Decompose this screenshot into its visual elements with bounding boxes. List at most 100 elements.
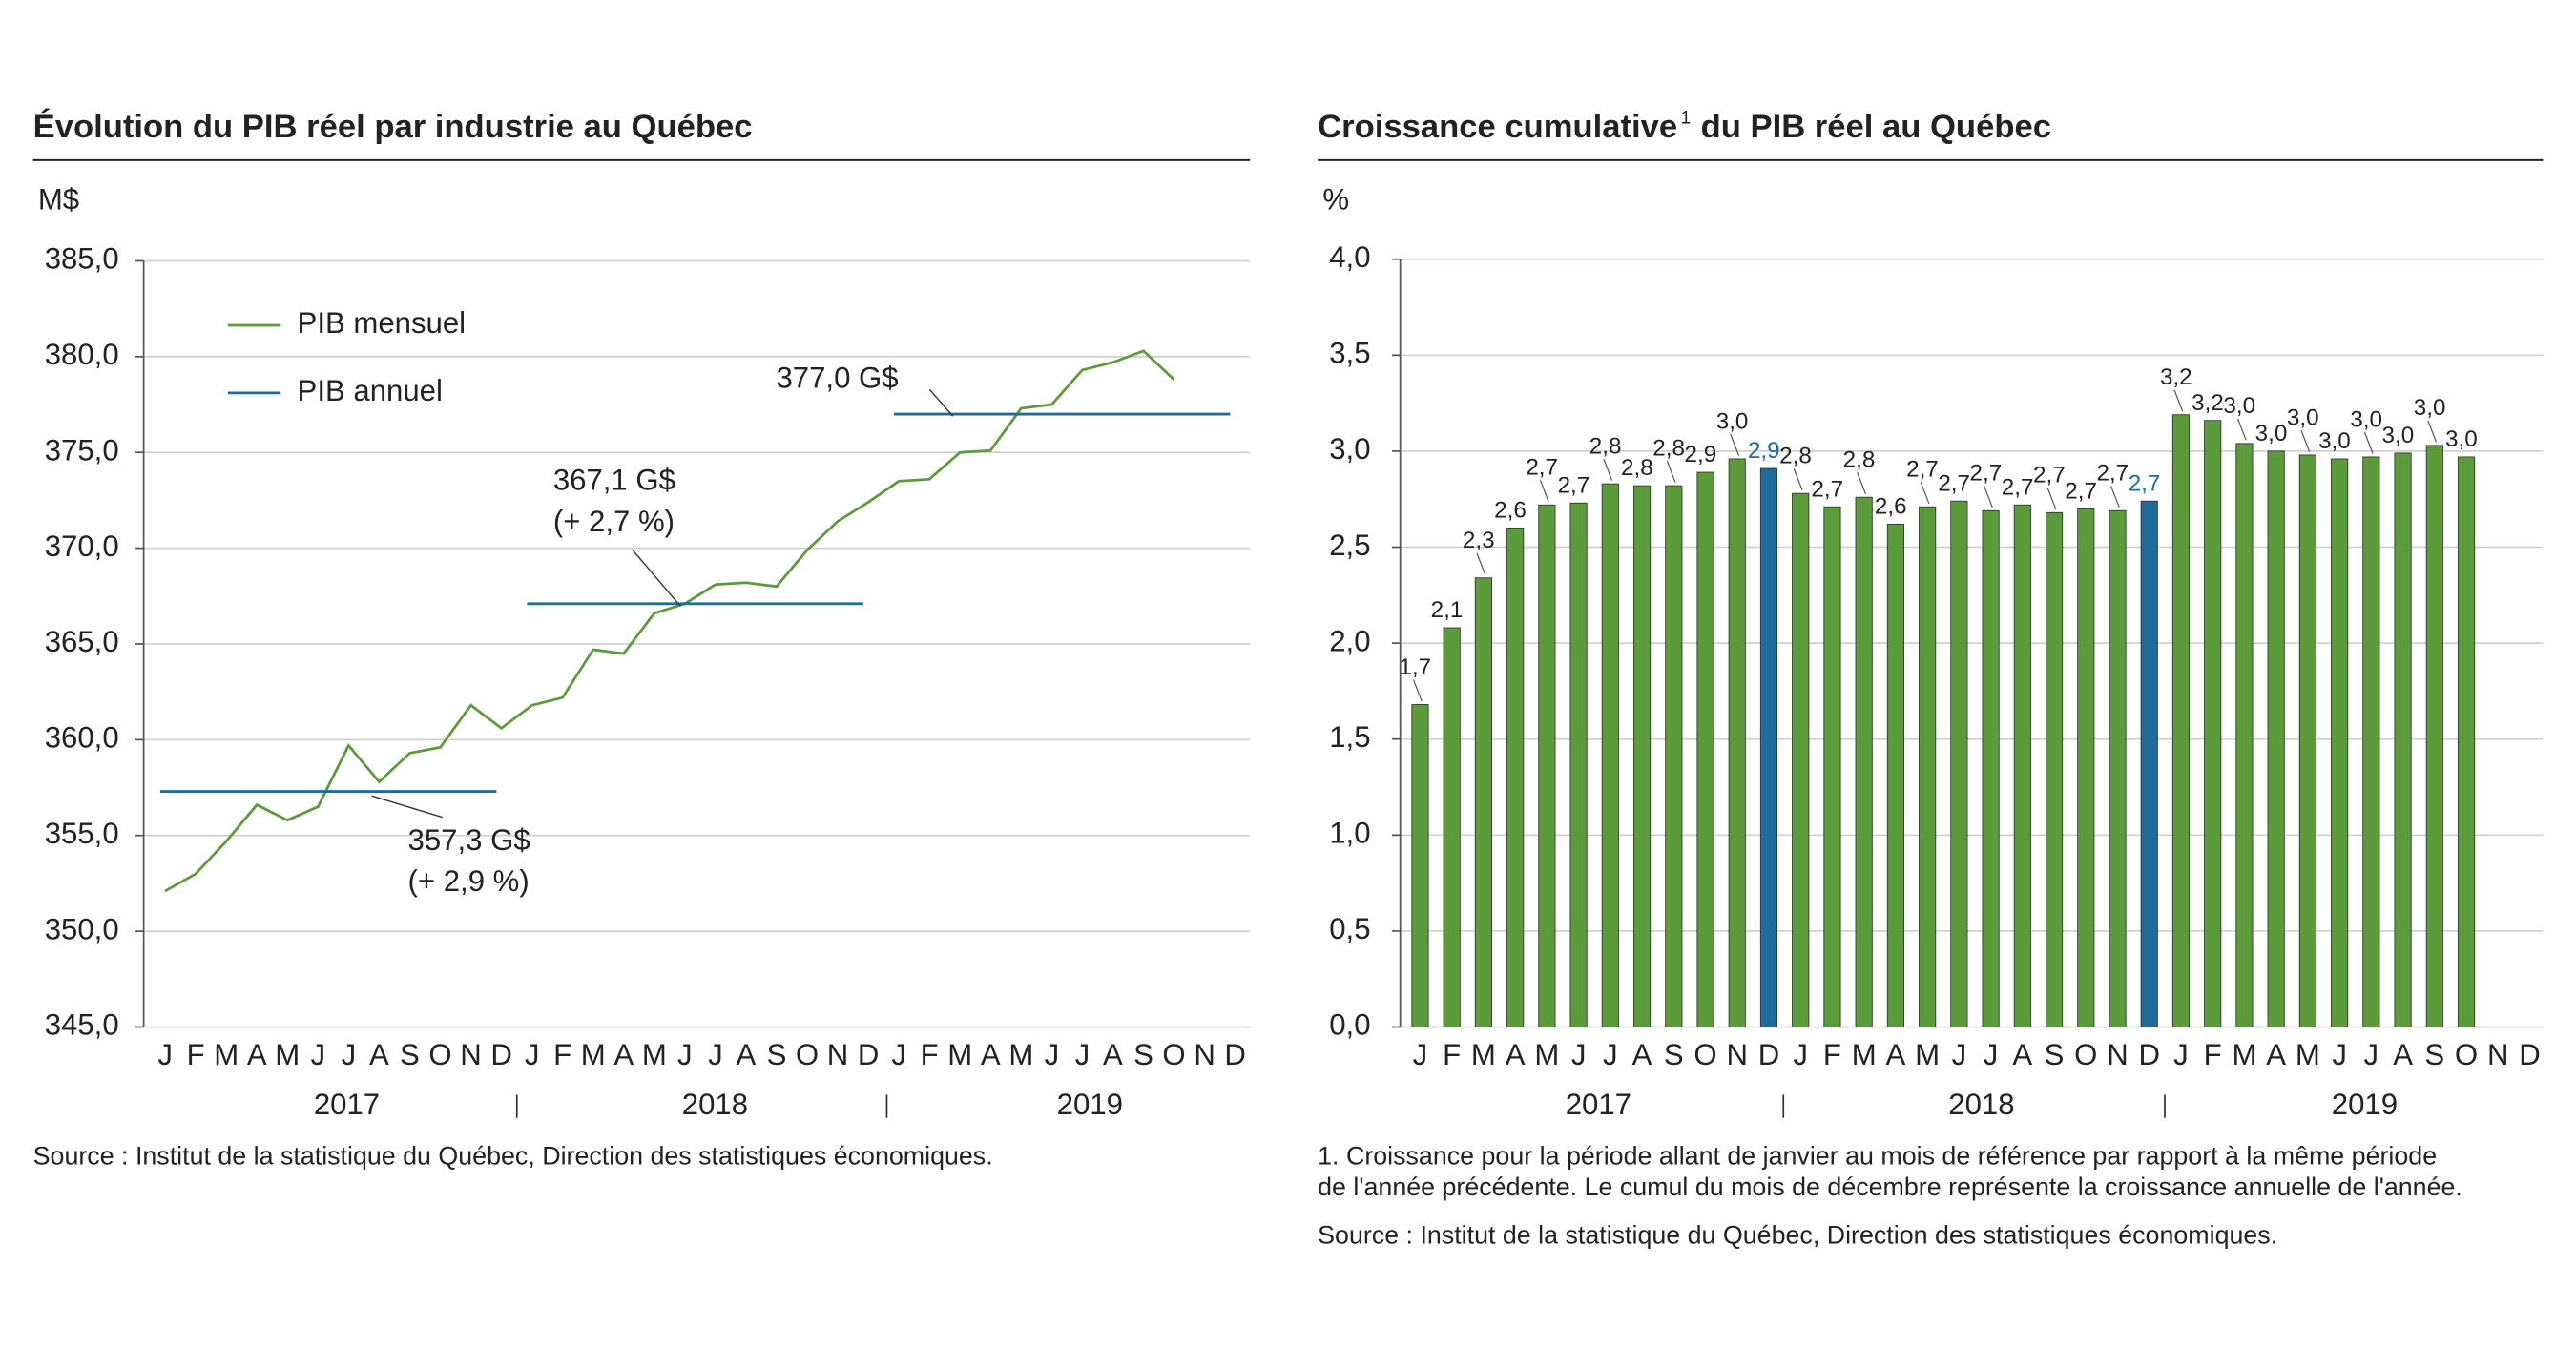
x-tick-label: A bbox=[613, 1038, 634, 1071]
x-tick-label: J bbox=[342, 1038, 357, 1071]
label-leader bbox=[1857, 472, 1866, 494]
x-tick-label: J bbox=[2332, 1038, 2347, 1071]
y-tick-label: 2,0 bbox=[1329, 624, 1370, 657]
label-leader bbox=[1984, 486, 1993, 508]
bar bbox=[2425, 445, 2443, 1027]
value-label: 2,7 bbox=[1970, 461, 2003, 487]
x-tick-label: M bbox=[1008, 1038, 1033, 1071]
x-tick-label: F bbox=[187, 1038, 205, 1071]
x-tick-label: J bbox=[1952, 1038, 1967, 1071]
label-leader bbox=[2046, 488, 2057, 510]
bar bbox=[1665, 485, 1683, 1027]
x-tick-label: F bbox=[921, 1038, 939, 1071]
y-tick-label: 3,0 bbox=[1329, 432, 1370, 466]
x-tick-label: D bbox=[490, 1038, 512, 1071]
year-label: 2017 bbox=[314, 1088, 380, 1121]
x-tick-label: A bbox=[2393, 1038, 2413, 1071]
year-label: 2019 bbox=[1057, 1088, 1123, 1121]
x-tick-label: A bbox=[247, 1038, 267, 1071]
x-tick-label: J bbox=[311, 1038, 326, 1071]
label-leader bbox=[2236, 418, 2247, 441]
year-label: 2017 bbox=[1566, 1088, 1631, 1121]
value-label: 2,9 bbox=[1684, 442, 1716, 467]
x-tick-label: S bbox=[1664, 1038, 1684, 1071]
label-leader bbox=[2363, 431, 2374, 454]
x-tick-label: F bbox=[1823, 1038, 1841, 1071]
y-tick-label: 1,5 bbox=[1329, 720, 1370, 754]
x-tick-label: A bbox=[2266, 1038, 2286, 1071]
legend-label: PIB annuel bbox=[298, 374, 443, 407]
bar bbox=[2045, 511, 2064, 1027]
x-tick-label: S bbox=[400, 1038, 420, 1071]
x-tick-label: J bbox=[1571, 1038, 1587, 1071]
x-tick-label: M bbox=[1471, 1038, 1496, 1071]
value-label: 2,8 bbox=[1589, 433, 1622, 459]
bar bbox=[2171, 414, 2191, 1027]
x-tick-label: N bbox=[1727, 1038, 1749, 1071]
y-tick-label: 365,0 bbox=[45, 625, 119, 658]
bar bbox=[2235, 443, 2254, 1027]
value-label: 3,0 bbox=[2382, 423, 2415, 448]
value-label: 2,8 bbox=[1779, 444, 1812, 469]
title-note: 1 bbox=[1681, 109, 1692, 129]
y-tick-label: 385,0 bbox=[45, 242, 119, 276]
label-leader bbox=[1730, 433, 1740, 456]
label-leader bbox=[2427, 420, 2438, 443]
x-tick-label: O bbox=[2455, 1038, 2478, 1071]
x-tick-label: A bbox=[737, 1038, 757, 1071]
x-tick-label: O bbox=[2074, 1038, 2097, 1071]
y-tick-label: 375,0 bbox=[45, 433, 119, 467]
label-leader bbox=[1793, 468, 1803, 490]
x-tick-label: O bbox=[1162, 1038, 1185, 1071]
x-tick-label: N bbox=[2487, 1038, 2509, 1071]
x-tick-label: J bbox=[157, 1038, 173, 1071]
x-tick-label: D bbox=[1758, 1038, 1780, 1071]
value-label: 3,0 bbox=[2318, 428, 2351, 454]
x-tick-label: J bbox=[677, 1038, 693, 1071]
y-tick-label: 1,0 bbox=[1329, 817, 1370, 850]
y-tick-label: 4,0 bbox=[1329, 240, 1370, 274]
bar bbox=[1696, 471, 1714, 1027]
annotation: 357,3 G$ bbox=[408, 823, 530, 857]
x-tick-label: D bbox=[858, 1038, 880, 1071]
x-tick-label: A bbox=[1886, 1038, 1906, 1071]
value-label: 3,0 bbox=[2223, 393, 2255, 419]
x-tick-label: D bbox=[2519, 1038, 2541, 1071]
bar bbox=[2298, 454, 2316, 1027]
annotation: 377,0 G$ bbox=[776, 361, 898, 394]
bar bbox=[1601, 483, 1619, 1027]
x-tick-label: N bbox=[1194, 1038, 1215, 1071]
value-label: 3,0 bbox=[2414, 395, 2446, 421]
bar bbox=[2457, 456, 2476, 1027]
bar bbox=[2331, 458, 2349, 1027]
x-tick-label: S bbox=[767, 1038, 787, 1071]
legend-label: PIB mensuel bbox=[298, 306, 467, 340]
bar bbox=[1855, 496, 1873, 1027]
y-tick-label: 0,0 bbox=[1329, 1008, 1370, 1042]
value-label: 2,7 bbox=[2096, 461, 2129, 487]
bar bbox=[1728, 458, 1746, 1027]
x-tick-label: J bbox=[708, 1038, 723, 1071]
bar bbox=[1886, 523, 1904, 1027]
y-tick-label: 380,0 bbox=[45, 338, 119, 371]
x-tick-label: N bbox=[827, 1038, 849, 1071]
x-tick-label: F bbox=[553, 1038, 571, 1071]
x-tick-label: F bbox=[1443, 1038, 1461, 1071]
y-tick-label: 350,0 bbox=[45, 912, 119, 945]
x-tick-label: J bbox=[1045, 1038, 1060, 1071]
bar bbox=[1411, 704, 1429, 1027]
x-tick-label: M bbox=[275, 1038, 300, 1071]
y-tick-label: 370,0 bbox=[45, 529, 119, 563]
bar bbox=[2204, 420, 2222, 1027]
value-label: 3,2 bbox=[2160, 364, 2192, 390]
y-tick-label: 355,0 bbox=[45, 817, 119, 850]
source: Source : Institut de la statistique du Q… bbox=[33, 1141, 993, 1170]
source: Source : Institut de la statistique du Q… bbox=[1318, 1220, 2277, 1249]
year-label: 2018 bbox=[1948, 1088, 2014, 1121]
value-label: 2,8 bbox=[1843, 447, 1876, 473]
value-label: 2,7 bbox=[1526, 455, 1558, 481]
bar bbox=[1506, 527, 1525, 1027]
line-series bbox=[164, 349, 1175, 893]
value-label: 2,7 bbox=[1811, 476, 1843, 502]
label-leader bbox=[1412, 679, 1423, 702]
